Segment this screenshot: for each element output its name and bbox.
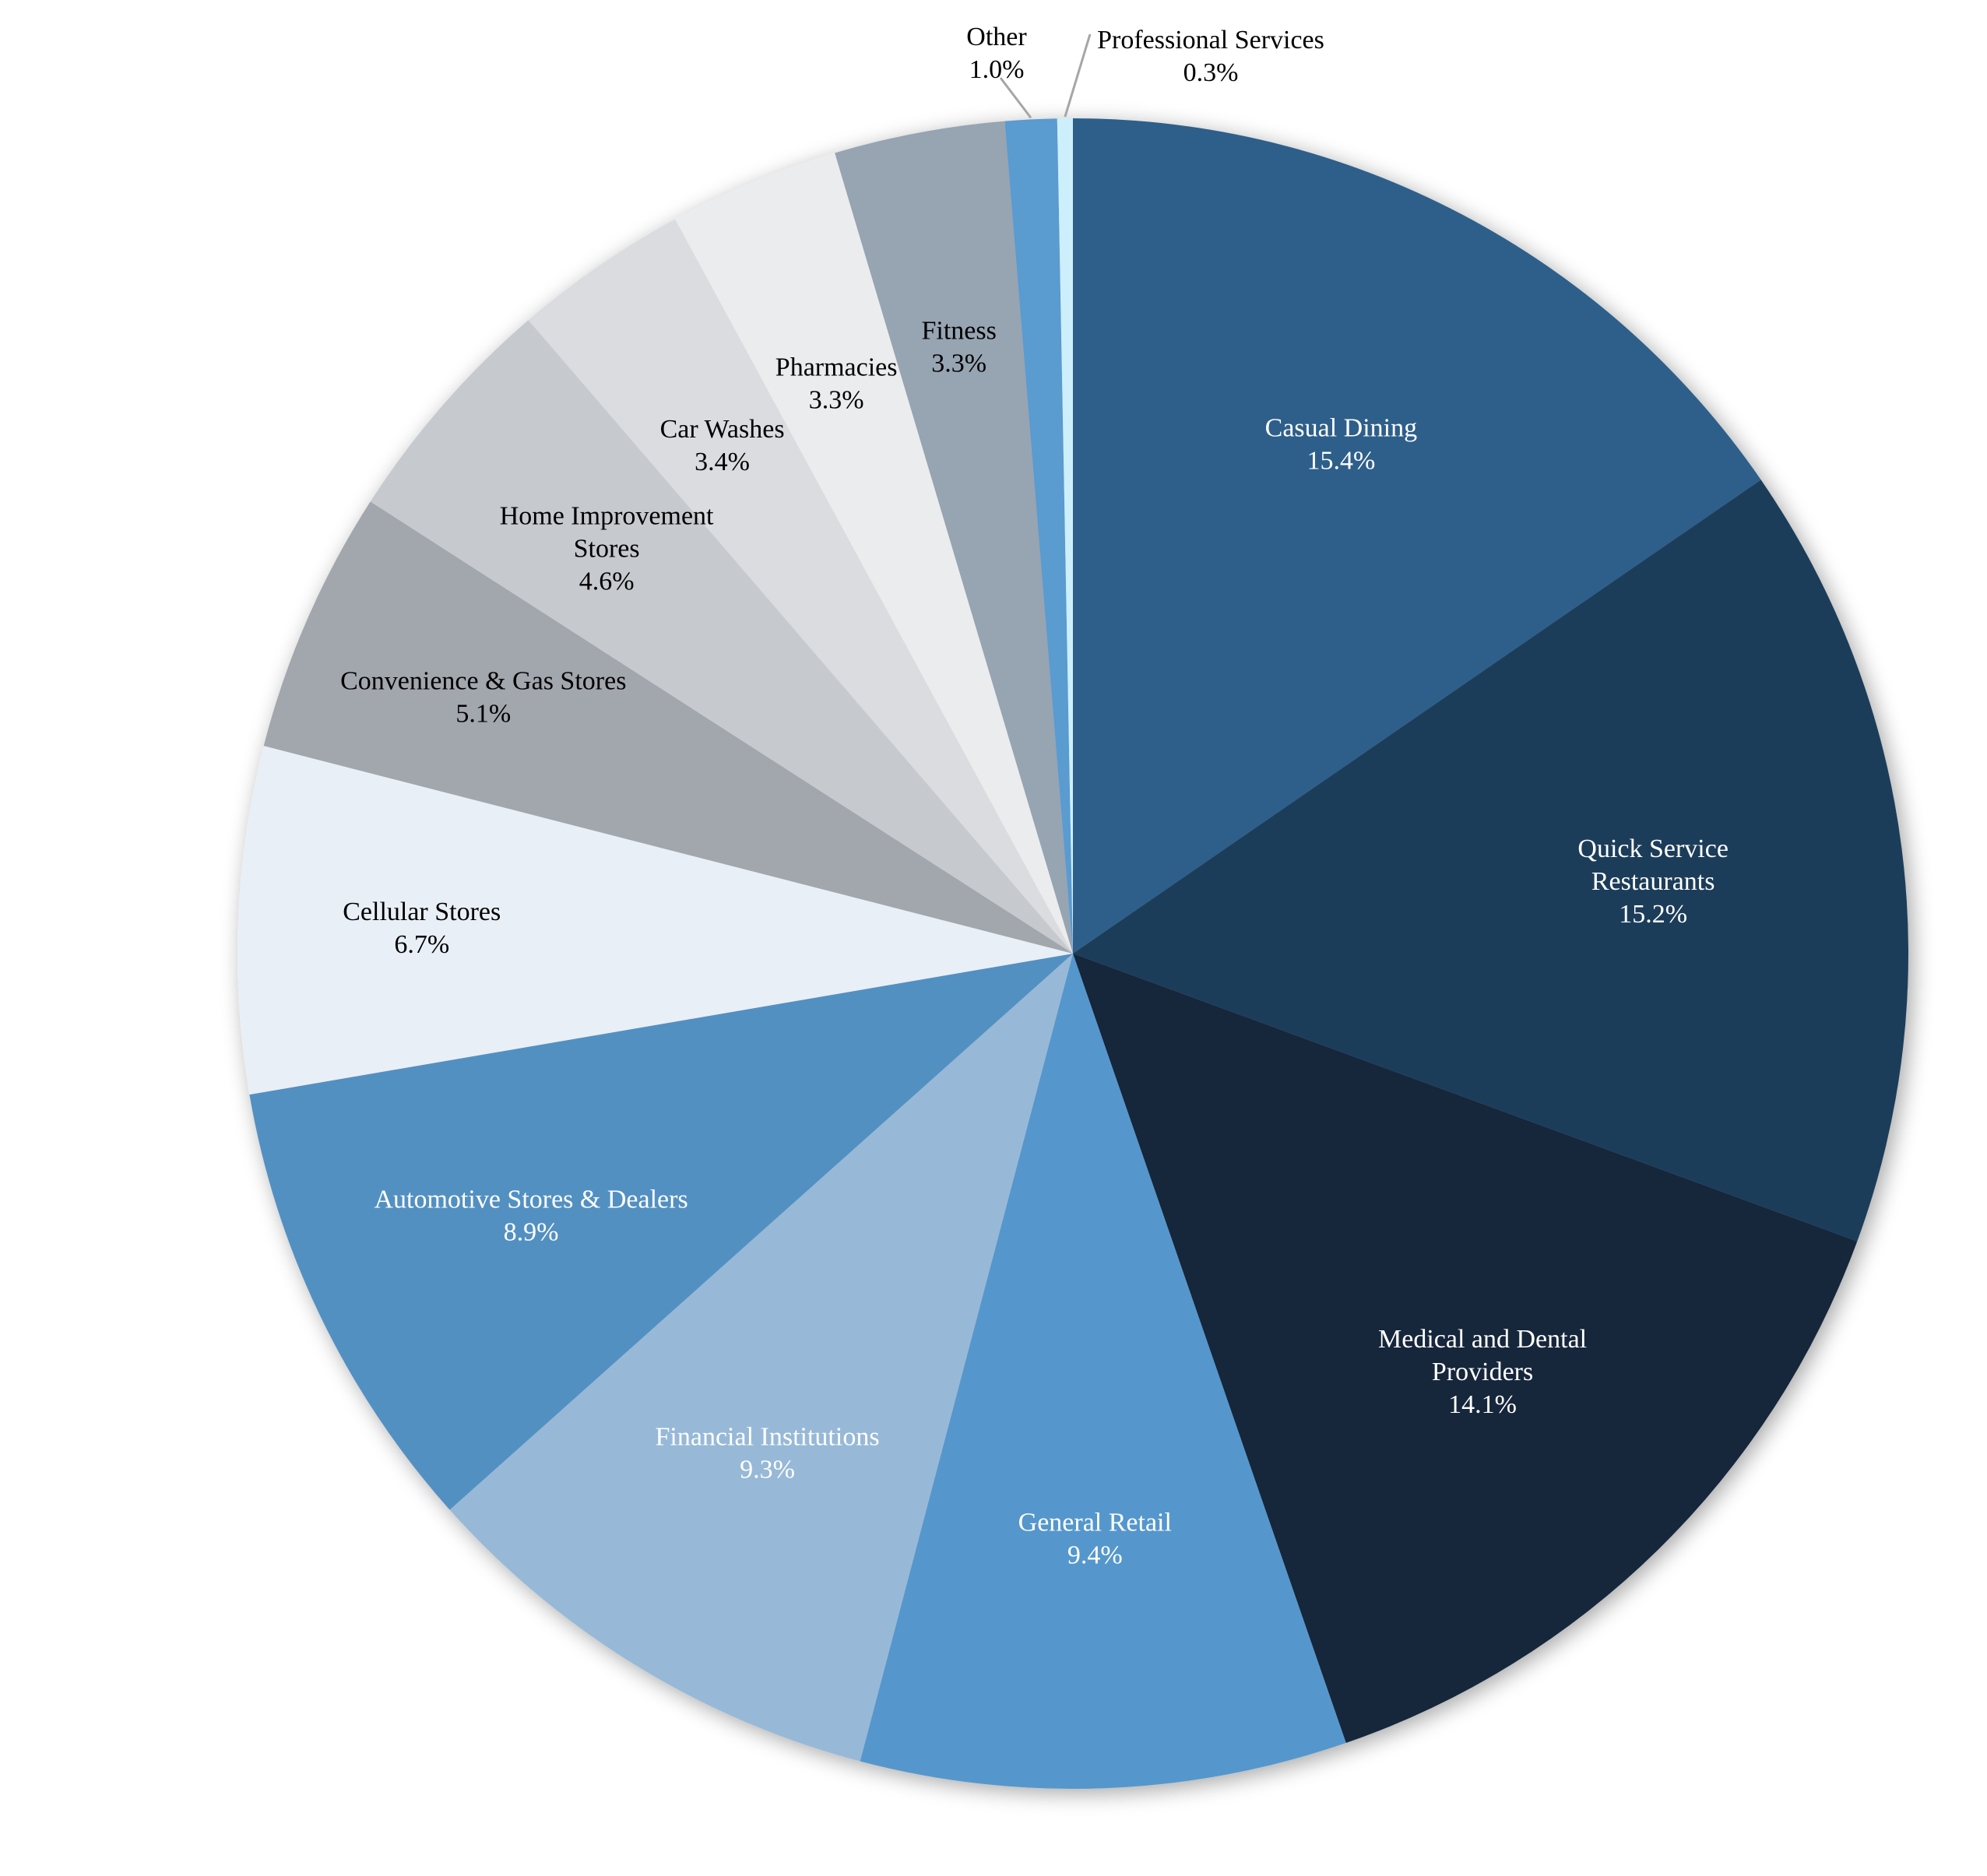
slice-percent: 0.3% — [1183, 58, 1239, 87]
slice-name: Restaurants — [1591, 867, 1715, 896]
pie-slice-casual-dining — [1073, 118, 1761, 954]
slice-label: Home Improvement Stores 4.6% — [500, 502, 714, 596]
pie-slice-quick-service-restaurants — [1073, 480, 1908, 1242]
slice-name: Cellular Stores — [343, 898, 501, 926]
slice-name: General Retail — [1018, 1509, 1172, 1537]
slice-percent: 3.4% — [695, 448, 750, 476]
slice-name: Automotive Stores & Dealers — [374, 1186, 688, 1214]
slice-percent: 14.1% — [1448, 1390, 1517, 1419]
pie-slice-general-retail — [860, 954, 1346, 1789]
pie-labels: Casual Dining 15.4% Quick Service Restauran… — [340, 23, 1729, 1570]
slice-name: Casual Dining — [1265, 414, 1417, 443]
slice-label: Convenience & Gas Stores 5.1% — [340, 666, 626, 728]
slice-label: Pharmacies 3.3% — [775, 353, 898, 414]
slice-name: Car Washes — [660, 415, 785, 444]
slice-percent: 4.6% — [579, 567, 635, 596]
pie-slice-pharmacies — [674, 153, 1073, 954]
slice-percent: 3.3% — [931, 350, 986, 378]
slice-label: Other 1.0% — [966, 23, 1027, 84]
pie-slice-home-improvement-stores — [370, 320, 1073, 954]
slice-label: General Retail 9.4% — [1018, 1509, 1172, 1570]
slice-name: Professional Services — [1097, 26, 1324, 54]
slice-name: Financial Institutions — [656, 1422, 880, 1451]
slice-name: Quick Service — [1577, 834, 1729, 863]
pie-slice-fitness — [835, 121, 1073, 954]
leader-line — [1064, 33, 1092, 118]
slice-name: Medical and Dental — [1378, 1325, 1587, 1354]
slice-label: Quick Service Restaurants 15.2% — [1577, 834, 1729, 929]
slice-percent: 3.3% — [809, 385, 864, 414]
slice-percent: 9.3% — [740, 1455, 795, 1484]
slice-name: Home Improvement — [500, 502, 714, 531]
slice-name: Pharmacies — [775, 353, 898, 381]
slice-label: Casual Dining 15.4% — [1265, 414, 1417, 476]
slice-label: Automotive Stores & Dealers 8.9% — [374, 1186, 688, 1247]
slice-percent: 1.0% — [969, 55, 1025, 84]
pie-slice-automotive-stores-dealers — [249, 954, 1074, 1510]
slice-label: Cellular Stores 6.7% — [343, 898, 501, 959]
pie-slices — [237, 118, 1908, 1789]
pie-slice-car-washes — [528, 219, 1073, 954]
slice-percent: 8.9% — [504, 1218, 559, 1247]
slice-label: Fitness 3.3% — [921, 317, 996, 378]
pie-slice-professional-services — [1057, 118, 1073, 954]
slice-percent: 9.4% — [1067, 1541, 1123, 1570]
slice-label: Car Washes 3.4% — [660, 415, 785, 476]
slice-label: Financial Institutions 9.3% — [656, 1422, 880, 1484]
slice-name: Fitness — [921, 317, 996, 346]
pie-slice-financial-institutions — [449, 954, 1073, 1762]
slice-percent: 15.2% — [1619, 900, 1687, 929]
pie-slice-convenience-gas-stores — [263, 501, 1074, 954]
slice-name: Convenience & Gas Stores — [340, 666, 626, 695]
slice-label: Professional Services 0.3% — [1097, 26, 1324, 87]
slice-percent: 6.7% — [394, 930, 449, 959]
slice-name: Providers — [1432, 1358, 1533, 1386]
slice-percent: 15.4% — [1306, 447, 1375, 476]
slice-name: Other — [966, 23, 1027, 51]
pie-slice-medical-and-dental-providers — [1073, 954, 1858, 1744]
slice-name: Stores — [574, 535, 640, 564]
pie-slice-other — [1004, 118, 1073, 954]
pie-slice-cellular-stores — [237, 746, 1074, 1095]
leader-line — [999, 77, 1032, 119]
slice-percent: 5.1% — [455, 699, 511, 728]
slice-label: Medical and Dental Providers 14.1% — [1378, 1325, 1587, 1419]
